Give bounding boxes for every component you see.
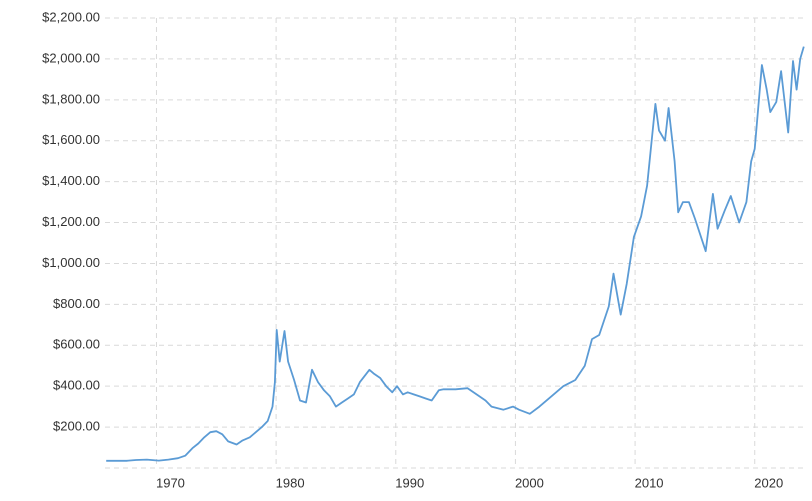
y-tick-label: $400.00 — [53, 378, 100, 393]
y-tick-label: $1,000.00 — [42, 255, 100, 270]
x-tick-label: 1980 — [276, 475, 305, 490]
line-series — [106, 46, 805, 462]
y-tick-label: $1,400.00 — [42, 173, 100, 188]
x-tick-label: 2020 — [754, 475, 783, 490]
y-tick-label: $800.00 — [53, 296, 100, 311]
x-tick-label: 2000 — [515, 475, 544, 490]
y-tick-label: $1,600.00 — [42, 132, 100, 147]
x-tick-label: 1990 — [395, 475, 424, 490]
y-tick-label: $600.00 — [53, 337, 100, 352]
x-tick-label: 1970 — [156, 475, 185, 490]
y-tick-label: $2,200.00 — [42, 9, 100, 24]
y-tick-label: $1,800.00 — [42, 91, 100, 106]
x-tick-label: 2010 — [635, 475, 664, 490]
y-tick-label: $1,200.00 — [42, 214, 100, 229]
y-tick-label: $2,000.00 — [42, 50, 100, 65]
y-tick-label: $200.00 — [53, 419, 100, 434]
